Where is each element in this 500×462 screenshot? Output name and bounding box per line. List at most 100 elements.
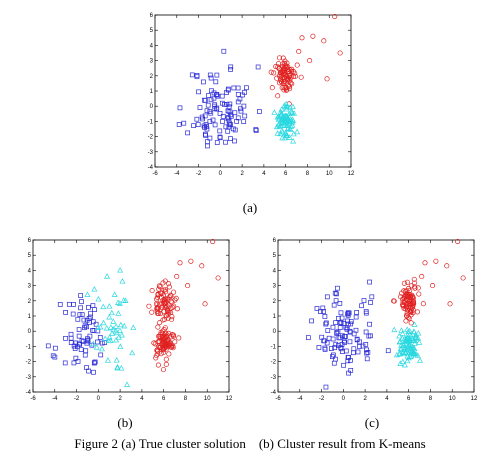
data-point-square [253, 127, 259, 132]
data-point-triangle [95, 295, 102, 302]
data-point-square [228, 67, 233, 72]
y-tick-label: -4 [148, 165, 154, 171]
data-point-square [81, 317, 87, 323]
data-point-triangle [412, 351, 418, 357]
data-point-circle [296, 48, 302, 55]
data-point-square [72, 346, 78, 351]
data-point-circle [170, 333, 177, 339]
data-point-square [333, 320, 338, 325]
data-point-square [364, 356, 370, 362]
data-point-square [194, 73, 200, 78]
data-point-square [305, 335, 311, 340]
data-point-square [189, 72, 195, 78]
data-point-square [82, 352, 88, 358]
data-point-square [200, 116, 205, 122]
data-point-circle [158, 351, 164, 357]
data-point-square [212, 122, 218, 128]
data-point-triangle [84, 291, 91, 297]
data-point-square [359, 303, 364, 309]
data-point-circle [166, 351, 172, 357]
data-point-circle [172, 339, 178, 345]
data-point-square [91, 360, 97, 366]
data-point-square [255, 64, 261, 70]
y-tick-label: 3 [28, 284, 32, 290]
data-point-circle [156, 283, 162, 289]
data-point-triangle [117, 343, 124, 349]
x-tick-label: 6 [162, 396, 166, 402]
data-point-square [224, 102, 230, 107]
x-tick-label: -4 [52, 396, 58, 402]
data-point-square [217, 128, 223, 134]
data-point-circle [281, 79, 287, 85]
data-point-triangle [107, 324, 114, 330]
data-point-circle [401, 295, 407, 301]
data-point-triangle [283, 130, 290, 137]
data-point-circle [279, 79, 285, 85]
x-tick-label: -6 [275, 396, 281, 402]
data-point-triangle [410, 337, 417, 343]
data-point-triangle [116, 300, 123, 306]
data-point-square [368, 300, 373, 305]
data-point-square [325, 328, 331, 333]
data-point-square [176, 122, 182, 127]
data-point-square [191, 123, 196, 128]
data-point-circle [307, 58, 313, 64]
data-point-circle [407, 287, 413, 294]
data-point-circle [159, 295, 165, 301]
data-point-triangle [100, 319, 107, 326]
data-point-square [75, 316, 81, 322]
data-point-square [345, 312, 351, 318]
data-point-square [71, 302, 76, 307]
data-point-circle [215, 275, 221, 281]
data-point-triangle [102, 335, 109, 342]
data-point-triangle [119, 278, 126, 284]
data-point-square [214, 92, 219, 98]
data-point-triangle [100, 303, 107, 310]
x-tick-label: -6 [30, 396, 36, 402]
data-point-circle [157, 320, 163, 326]
data-point-triangle [279, 127, 285, 133]
data-point-square [338, 346, 344, 352]
data-point-square [206, 93, 211, 98]
y-tick-label: 6 [28, 238, 32, 244]
x-tick-label: 12 [348, 171, 355, 177]
data-point-square [364, 350, 369, 356]
data-point-square [225, 108, 231, 114]
data-point-circle [299, 35, 305, 41]
x-tick-label: 4 [140, 396, 144, 402]
y-tick-label: -3 [271, 375, 277, 381]
data-point-square [344, 326, 350, 332]
data-point-square [90, 319, 96, 325]
y-tick-label: -4 [26, 390, 32, 396]
data-point-square [207, 109, 213, 114]
data-point-triangle [397, 338, 404, 344]
data-point-triangle [285, 125, 292, 131]
data-point-square [367, 279, 372, 285]
data-point-square [318, 309, 323, 314]
data-point-circle [165, 337, 171, 343]
data-point-square [323, 320, 329, 326]
y-tick-label: -2 [148, 135, 154, 141]
data-point-square [367, 321, 372, 327]
data-point-circle [155, 324, 161, 330]
data-point-square [98, 352, 104, 358]
data-point-square [196, 89, 201, 95]
data-point-circle [169, 316, 175, 322]
data-point-circle [170, 304, 176, 310]
data-point-circle [405, 293, 411, 299]
data-point-circle [292, 73, 298, 79]
data-point-square [333, 356, 338, 362]
x-tick-label: 8 [184, 396, 188, 402]
x-tick-label: 0 [97, 396, 101, 402]
data-point-circle [169, 332, 175, 338]
data-point-square [354, 336, 360, 342]
data-point-circle [280, 55, 286, 61]
data-point-circle [447, 301, 453, 307]
data-point-square [351, 331, 357, 337]
data-point-circle [337, 50, 343, 56]
x-tick-label: 6 [407, 396, 411, 402]
data-point-circle [154, 302, 160, 308]
data-point-square [357, 339, 362, 345]
data-point-triangle [106, 303, 113, 309]
